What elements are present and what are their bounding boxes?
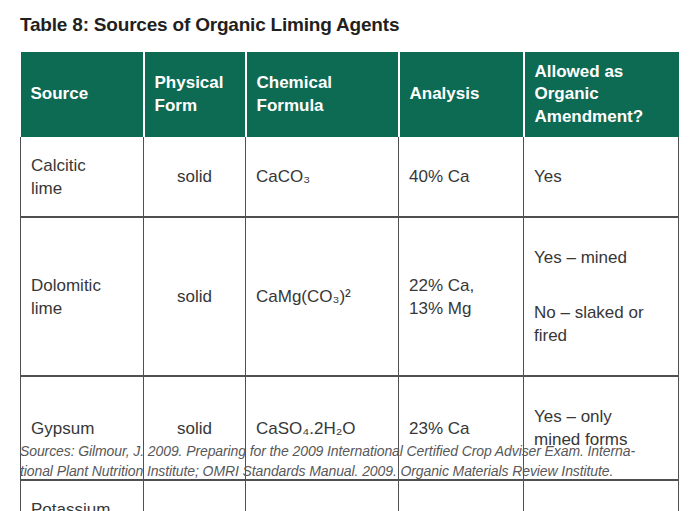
cell-source: Calcitic lime (21, 137, 144, 217)
cell-source: Dolomitic lime (21, 217, 144, 376)
source-note-line-1: Sources: Gilmour, J. 2009. Preparing for… (20, 441, 684, 461)
col-header-chemical-formula: Chemical Formula (246, 52, 399, 137)
cell-source: Potassium Magnesium sulfate (21, 480, 144, 511)
col-header-analysis: Analysis (399, 52, 524, 137)
table-row-calcitic-lime: Calcitic lime solid CaCO₃ 40% Ca Yes (21, 137, 679, 217)
col-header-source: Source (21, 52, 144, 137)
cell-allowed: Yes (524, 137, 679, 217)
cell-physical-form: solid (144, 480, 246, 511)
cell-analysis: 40% Ca (399, 137, 524, 217)
source-note: Sources: Gilmour, J. 2009. Preparing for… (20, 441, 684, 481)
cell-physical-form: solid (144, 217, 246, 376)
cell-chemical-formula: CaMg(CO₃)² (246, 217, 399, 376)
allowed-line: Yes (534, 165, 672, 188)
header-row: Source Physical Form Chemical Formula An… (21, 52, 679, 137)
cell-chemical-formula: CaCO₃ (246, 137, 399, 217)
cell-physical-form: solid (144, 137, 246, 217)
col-header-physical-form: Physical Form (144, 52, 246, 137)
source-note-line-2: tional Plant Nutrition Institute; OMRI S… (20, 461, 684, 481)
cell-analysis: 11% Mg (399, 480, 524, 511)
allowed-line: Yes – mined (534, 246, 672, 269)
allowed-line: No – slaked or fired (534, 301, 672, 347)
cell-allowed: Yes – mined No – slaked or fired (524, 217, 679, 376)
table-title: Table 8: Sources of Organic Liming Agent… (20, 14, 399, 36)
cell-chemical-formula: K₂SO₄.2MgSO₄ (246, 480, 399, 511)
col-header-allowed: Allowed as Organic Amendment? (524, 52, 679, 137)
cell-analysis: 22% Ca, 13% Mg (399, 217, 524, 376)
table-row-potassium-magnesium-sulfate: Potassium Magnesium sulfate solid K₂SO₄.… (21, 480, 679, 511)
table-row-dolomitic-lime: Dolomitic lime solid CaMg(CO₃)² 22% Ca, … (21, 217, 679, 376)
cell-allowed: Yes – only mined forms (524, 480, 679, 511)
